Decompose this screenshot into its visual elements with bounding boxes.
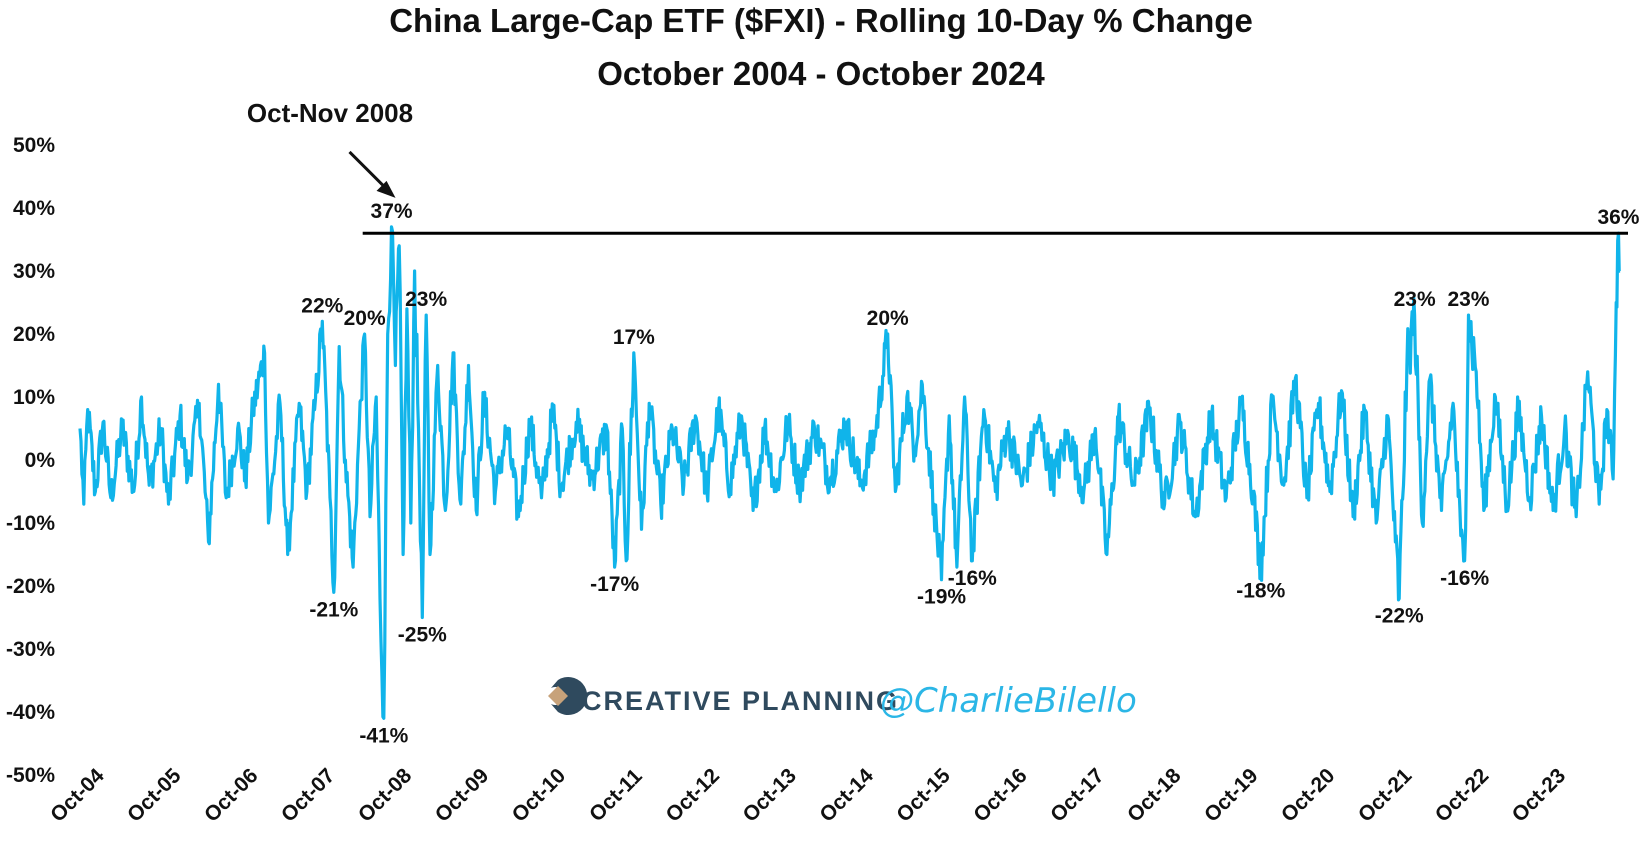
brand-handle: @CharlieBilello bbox=[880, 681, 1137, 721]
x-tick-label: Oct-18 bbox=[1123, 764, 1186, 827]
x-tick-label: Oct-07 bbox=[277, 764, 339, 826]
series-group bbox=[78, 225, 1621, 720]
data-label: 37% bbox=[371, 200, 413, 223]
y-tick-label: 10% bbox=[13, 386, 55, 409]
callout-arrow-head bbox=[376, 180, 396, 198]
data-label: -25% bbox=[398, 624, 447, 647]
x-tick-label: Oct-12 bbox=[662, 764, 724, 826]
brand-company: CREATIVE PLANNING bbox=[582, 686, 899, 716]
x-tick-label: Oct-04 bbox=[46, 764, 109, 827]
y-tick-label: 20% bbox=[13, 323, 55, 346]
y-tick-label: -40% bbox=[6, 701, 55, 724]
x-tick-label: Oct-16 bbox=[969, 764, 1031, 826]
data-labels-group: 37% 36%22%20%23%17%20%23% 23%-21%-41%-25%-… bbox=[301, 200, 1640, 747]
x-tick-label: Oct-10 bbox=[508, 764, 570, 826]
x-tick-label: Oct-05 bbox=[123, 764, 186, 827]
x-tick-label: Oct-08 bbox=[354, 764, 417, 827]
x-tick-label: Oct-21 bbox=[1354, 764, 1417, 827]
x-tick-label: Oct-22 bbox=[1431, 764, 1493, 826]
y-tick-label: -10% bbox=[6, 512, 55, 535]
data-label: 17% bbox=[613, 326, 655, 349]
y-tick-label: 30% bbox=[13, 260, 55, 283]
data-label: -17% bbox=[590, 573, 639, 596]
data-label: -18% bbox=[1236, 579, 1285, 602]
x-tick-label: Oct-13 bbox=[738, 764, 800, 826]
y-axis: 50% 40% 30% 20% 10% 0% -10% -20% -30% -40% -50% bbox=[6, 134, 55, 787]
callout-label: Oct-Nov 2008 bbox=[247, 98, 413, 128]
x-tick-label: Oct-11 bbox=[585, 764, 647, 826]
data-label: 36% bbox=[1597, 206, 1639, 229]
y-tick-label: 50% bbox=[13, 134, 55, 157]
x-tick-label: Oct-17 bbox=[1046, 764, 1108, 826]
data-label: 20% bbox=[344, 307, 386, 330]
creative-planning-logo-icon bbox=[548, 677, 588, 715]
y-tick-label: -20% bbox=[6, 575, 55, 598]
callout-arrow-line bbox=[348, 150, 390, 192]
x-tick-label: Oct-15 bbox=[892, 764, 955, 827]
branding: CREATIVE PLANNING @CharlieBilello bbox=[548, 677, 1137, 721]
data-label: -41% bbox=[359, 724, 408, 747]
chart-title: China Large-Cap ETF ($FXI) - Rolling 10-… bbox=[389, 2, 1253, 39]
x-tick-label: Oct-20 bbox=[1277, 764, 1339, 826]
y-tick-label: -50% bbox=[6, 764, 55, 787]
data-label: 23% bbox=[1447, 288, 1489, 311]
data-label: -21% bbox=[309, 598, 358, 621]
data-label: -22% bbox=[1375, 605, 1424, 628]
x-tick-label: Oct-23 bbox=[1508, 764, 1570, 826]
series-line bbox=[78, 225, 1621, 720]
data-label: 20% bbox=[867, 307, 909, 330]
data-label: 23% bbox=[405, 288, 447, 311]
x-tick-label: Oct-06 bbox=[200, 764, 262, 826]
callout-group: Oct-Nov 2008 bbox=[247, 98, 413, 198]
data-label: 22% bbox=[301, 294, 343, 317]
data-label: -16% bbox=[948, 567, 997, 590]
x-tick-label: Oct-19 bbox=[1200, 764, 1262, 826]
y-tick-label: -30% bbox=[6, 638, 55, 661]
chart-subtitle: October 2004 - October 2024 bbox=[597, 55, 1045, 92]
x-tick-label: Oct-09 bbox=[431, 764, 493, 826]
y-tick-label: 40% bbox=[13, 197, 55, 220]
data-label: -19% bbox=[917, 586, 966, 609]
y-tick-label: 0% bbox=[25, 449, 56, 472]
x-axis: Oct-04 Oct-05 Oct-06 Oct-07 Oct-08 Oct-09 Oct-… bbox=[46, 764, 1570, 827]
x-tick-label: Oct-14 bbox=[815, 764, 878, 827]
data-label: 23% bbox=[1394, 288, 1436, 311]
data-label: -16% bbox=[1440, 567, 1489, 590]
